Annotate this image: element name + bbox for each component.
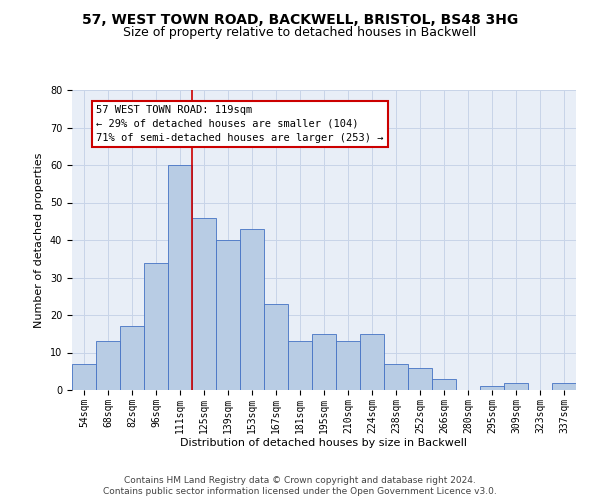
Bar	[216, 240, 240, 390]
Bar	[192, 218, 216, 390]
Text: Contains public sector information licensed under the Open Government Licence v3: Contains public sector information licen…	[103, 487, 497, 496]
Bar	[72, 364, 96, 390]
Bar	[288, 341, 312, 390]
Bar	[504, 382, 528, 390]
Bar	[144, 262, 168, 390]
Bar	[336, 341, 360, 390]
Bar	[240, 229, 264, 390]
Bar	[264, 304, 288, 390]
Text: Size of property relative to detached houses in Backwell: Size of property relative to detached ho…	[124, 26, 476, 39]
Bar	[360, 334, 384, 390]
Bar	[432, 379, 456, 390]
Bar	[384, 364, 408, 390]
Bar	[552, 382, 576, 390]
Bar	[96, 341, 120, 390]
X-axis label: Distribution of detached houses by size in Backwell: Distribution of detached houses by size …	[181, 438, 467, 448]
Text: 57, WEST TOWN ROAD, BACKWELL, BRISTOL, BS48 3HG: 57, WEST TOWN ROAD, BACKWELL, BRISTOL, B…	[82, 12, 518, 26]
Y-axis label: Number of detached properties: Number of detached properties	[34, 152, 44, 328]
Bar	[312, 334, 336, 390]
Text: Contains HM Land Registry data © Crown copyright and database right 2024.: Contains HM Land Registry data © Crown c…	[124, 476, 476, 485]
Bar	[480, 386, 504, 390]
Bar	[120, 326, 144, 390]
Bar	[168, 165, 192, 390]
Bar	[408, 368, 432, 390]
Text: 57 WEST TOWN ROAD: 119sqm
← 29% of detached houses are smaller (104)
71% of semi: 57 WEST TOWN ROAD: 119sqm ← 29% of detac…	[96, 105, 383, 143]
